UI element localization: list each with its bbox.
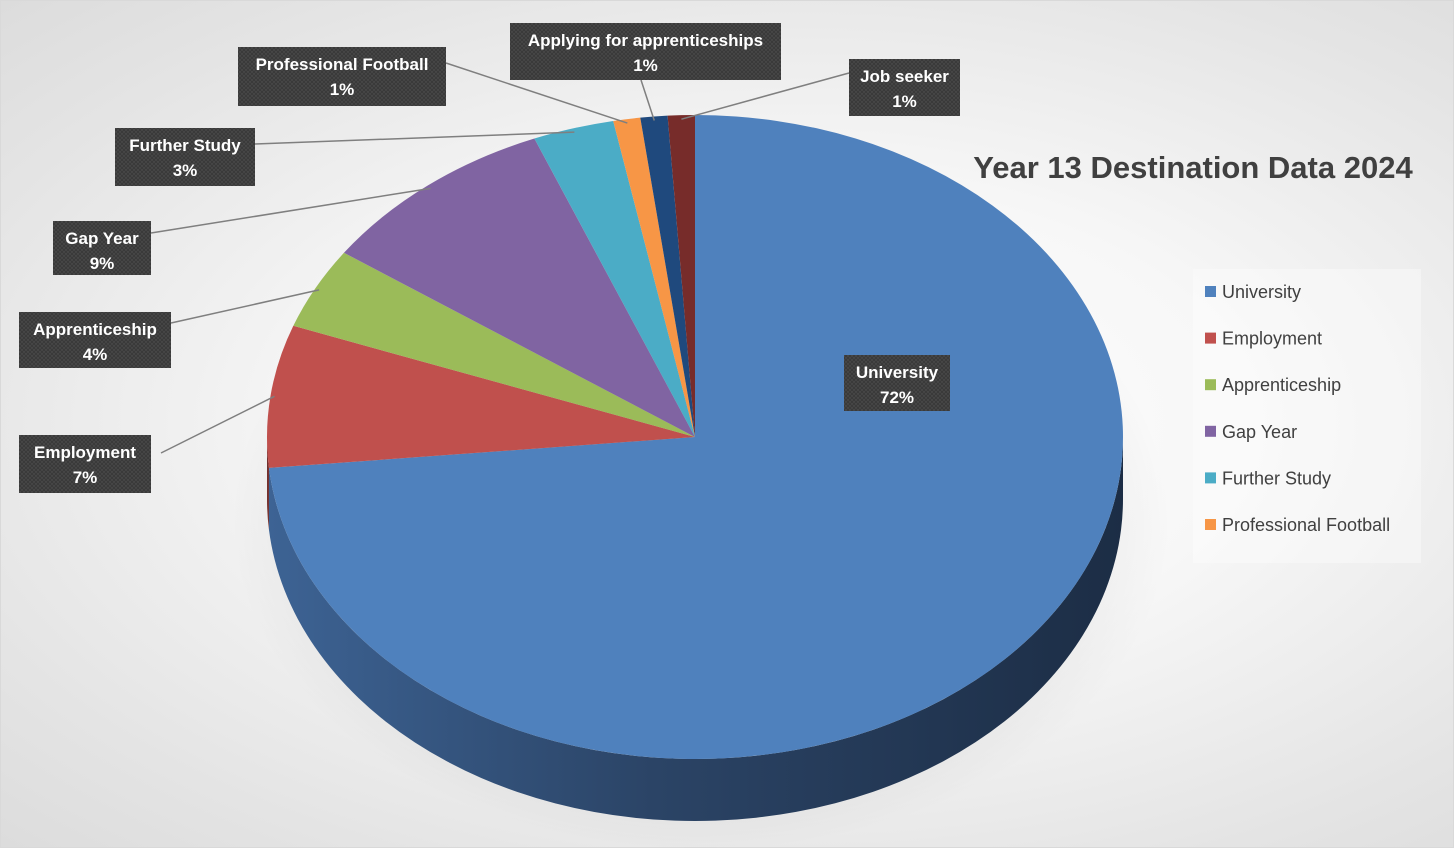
slice-employment[interactable] (267, 325, 695, 468)
data-label-category: University (856, 363, 939, 382)
data-label-box (844, 355, 950, 411)
legend-label: Apprenticeship (1222, 375, 1341, 395)
data-label-value: 1% (330, 80, 355, 99)
data-label-box (53, 221, 151, 275)
leader-line-applying-for-apprenticeships (640, 79, 655, 121)
legend-label: Further Study (1222, 468, 1331, 488)
legend-entry-gap-year[interactable]: Gap Year (1205, 422, 1297, 442)
data-label-box (19, 312, 171, 368)
data-label-category: Employment (34, 443, 136, 462)
data-label-employment: Employment 7% (19, 435, 151, 493)
legend-label: Employment (1222, 329, 1322, 349)
data-label-category: Job seeker (860, 67, 949, 86)
legend-swatch (1205, 519, 1216, 530)
legend-swatch (1205, 472, 1216, 484)
legend-background (1193, 269, 1421, 563)
slice-further-study[interactable] (534, 120, 695, 437)
chart-title: Year 13 Destination Data 2024 (973, 150, 1413, 185)
data-label-apprenticeship: Apprenticeship 4% (19, 312, 171, 368)
slice-applying-for-apprenticeships[interactable] (640, 115, 695, 437)
slice-university[interactable] (268, 115, 1123, 759)
data-label-box (19, 435, 151, 493)
data-label-gap-year: Gap Year 9% (53, 221, 151, 275)
legend-label: Gap Year (1222, 422, 1297, 442)
data-label-value: 1% (633, 56, 658, 75)
data-label-value: 7% (73, 468, 98, 487)
legend: University Employment Apprenticeship Gap Ye… (1193, 269, 1421, 563)
leader-line-further-study (254, 131, 575, 145)
data-label-applying-for-apprenticeships: Applying for apprenticeships 1% (510, 23, 781, 80)
data-label-value: 72% (880, 388, 914, 407)
slice-apprenticeship[interactable] (293, 252, 695, 437)
leader-line-employment (160, 395, 275, 454)
data-label-further-study: Further Study 3% (115, 128, 255, 186)
data-label-value: 4% (83, 345, 108, 364)
data-label-value: 3% (173, 161, 198, 180)
legend-entry-apprenticeship[interactable]: Apprenticeship (1205, 375, 1341, 395)
leader-line-job-seeker (681, 72, 850, 120)
data-label-professional-football: Professional Football 1% (238, 47, 446, 106)
data-label-category: Gap Year (65, 229, 139, 248)
legend-entry-employment[interactable]: Employment (1205, 329, 1322, 349)
data-label-category: Further Study (129, 136, 241, 155)
data-label-box (849, 59, 960, 116)
slice-professional-football[interactable] (613, 117, 695, 437)
slice-job-seeker[interactable] (667, 115, 695, 437)
data-label-job-seeker: Job seeker 1% (849, 59, 960, 116)
legend-entry-further-study[interactable]: Further Study (1205, 468, 1331, 488)
data-label-category: Applying for apprenticeships (528, 31, 763, 50)
legend-entry-professional-football[interactable]: Professional Football (1205, 515, 1390, 535)
data-label-value: 9% (90, 254, 115, 273)
slice-side-university (268, 437, 1123, 821)
leader-line-gap-year (150, 187, 431, 234)
legend-label: Professional Football (1222, 515, 1390, 535)
legend-swatch (1205, 425, 1216, 437)
data-label-box (238, 47, 446, 106)
data-label-university: University 72% (844, 355, 950, 411)
leader-line-apprenticeship (170, 289, 320, 324)
data-label-box (510, 23, 781, 80)
data-label-category: Apprenticeship (33, 320, 157, 339)
legend-swatch (1205, 332, 1216, 344)
leader-line-professional-football (445, 62, 628, 124)
slice-gap-year[interactable] (343, 138, 695, 437)
data-label-category: Professional Football (256, 55, 429, 74)
legend-entry-university[interactable]: University (1205, 282, 1301, 302)
data-label-value: 1% (892, 92, 917, 111)
legend-swatch (1205, 286, 1216, 297)
slice-side-employment (267, 437, 269, 530)
legend-swatch (1205, 379, 1216, 391)
data-label-box (115, 128, 255, 186)
legend-label: University (1222, 282, 1301, 302)
